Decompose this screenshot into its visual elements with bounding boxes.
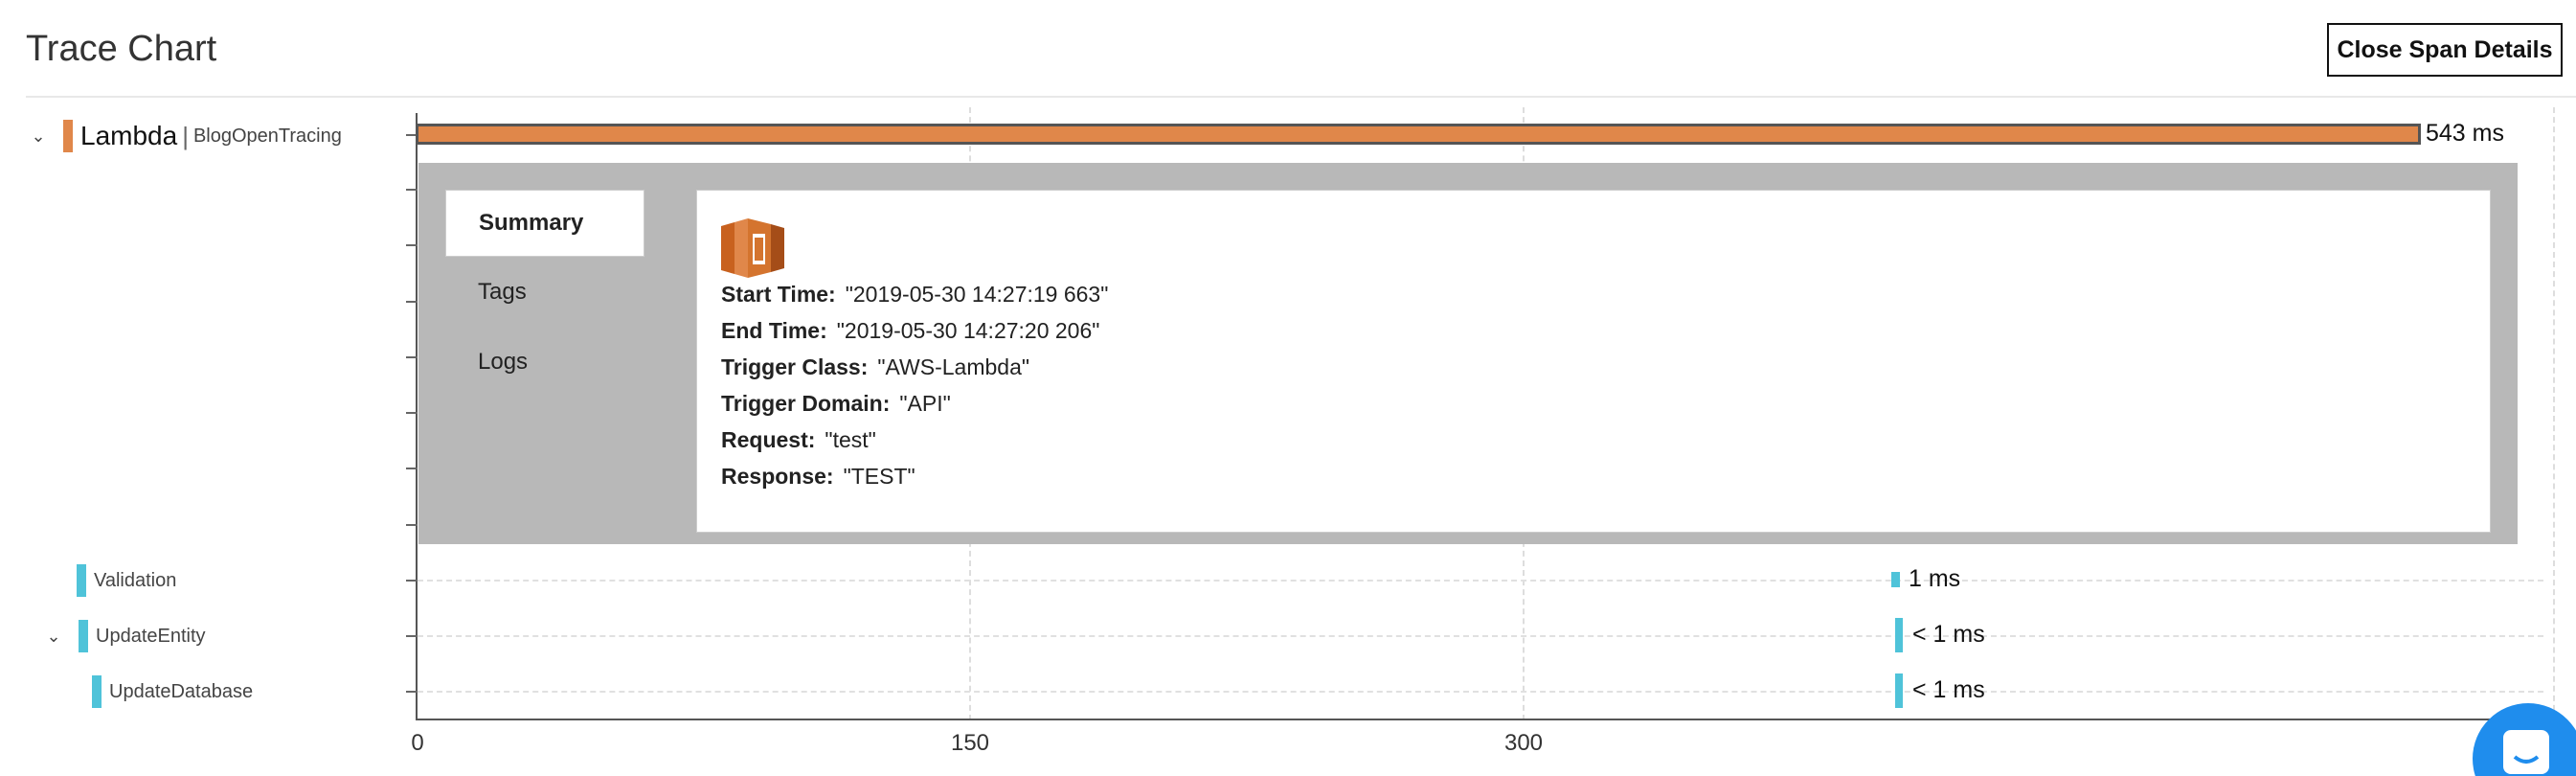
x-axis xyxy=(416,719,2553,720)
field-key: End Time: xyxy=(721,318,827,343)
y-tick xyxy=(406,134,418,136)
span-label: UpdateDatabase xyxy=(109,680,254,702)
field-trigger-domain: Trigger Domain: "API" xyxy=(721,391,951,417)
span-color-swatch xyxy=(92,675,102,708)
row-line-updateentity xyxy=(418,635,2543,637)
service-name: Lambda xyxy=(80,121,178,150)
x-tick-label: 0 xyxy=(411,730,424,756)
y-tick xyxy=(406,524,418,526)
row-line-updatedatabase xyxy=(418,691,2543,693)
operation-name: BlogOpenTracing xyxy=(192,125,342,147)
field-value: "TEST" xyxy=(843,464,915,489)
summary-card xyxy=(696,190,2491,533)
field-key: Trigger Class: xyxy=(721,354,869,379)
span-label: UpdateEntity xyxy=(96,625,206,647)
field-value: "API" xyxy=(899,391,951,416)
tree-row-validation[interactable]: Validation xyxy=(77,561,176,600)
field-key: Start Time: xyxy=(721,282,836,307)
row-line-validation xyxy=(418,580,2543,582)
field-value: "2019-05-30 14:27:19 663" xyxy=(845,282,1109,307)
y-tick xyxy=(406,691,418,693)
y-tick xyxy=(406,635,418,637)
span-duration-updatedatabase: < 1 ms xyxy=(1912,676,1985,703)
field-value: "AWS-Lambda" xyxy=(877,354,1030,379)
field-value: "2019-05-30 14:27:20 206" xyxy=(836,318,1100,343)
field-end-time: End Time: "2019-05-30 14:27:20 206" xyxy=(721,318,1099,344)
chat-icon xyxy=(2503,730,2549,774)
field-trigger-class: Trigger Class: "AWS-Lambda" xyxy=(721,354,1029,380)
chevron-down-icon[interactable]: ⌄ xyxy=(46,626,61,646)
chevron-down-icon[interactable]: ⌄ xyxy=(31,126,46,146)
page-title: Trace Chart xyxy=(26,29,217,69)
span-bar-lambda[interactable] xyxy=(416,124,2421,145)
span-duration-lambda: 543 ms xyxy=(2426,120,2504,147)
span-duration-updateentity: < 1 ms xyxy=(1912,621,1985,648)
tab-logs[interactable]: Logs xyxy=(478,349,529,375)
y-tick xyxy=(406,580,418,582)
y-tick xyxy=(406,244,418,246)
span-bar-updatedatabase[interactable] xyxy=(1895,673,1903,708)
y-tick xyxy=(406,356,418,358)
tab-summary[interactable]: Summary xyxy=(445,190,644,257)
service-color-swatch xyxy=(63,120,73,152)
aws-lambda-icon xyxy=(721,218,784,278)
field-key: Request: xyxy=(721,427,816,452)
field-request: Request: "test" xyxy=(721,427,876,453)
x-tick-label: 300 xyxy=(1503,730,1544,756)
y-tick xyxy=(406,468,418,469)
x-tick-label: 150 xyxy=(950,730,990,756)
field-response: Response: "TEST" xyxy=(721,464,915,490)
field-start-time: Start Time: "2019-05-30 14:27:19 663" xyxy=(721,282,1108,308)
tree-row-updatedatabase[interactable]: UpdateDatabase xyxy=(92,673,253,711)
span-bar-validation[interactable] xyxy=(1891,572,1900,587)
span-bar-updateentity[interactable] xyxy=(1895,618,1903,652)
close-span-details-button[interactable]: Close Span Details xyxy=(2327,23,2563,77)
gridline-end xyxy=(2553,107,2555,720)
y-axis xyxy=(416,113,418,720)
span-color-swatch xyxy=(79,620,88,652)
y-tick xyxy=(406,412,418,414)
y-tick xyxy=(406,189,418,191)
y-tick xyxy=(406,301,418,303)
tree-row-updateentity[interactable]: ⌄ UpdateEntity xyxy=(44,617,206,655)
field-key: Trigger Domain: xyxy=(721,391,891,416)
chat-launcher-button[interactable] xyxy=(2473,703,2576,776)
span-duration-validation: 1 ms xyxy=(1909,565,1961,592)
header-divider xyxy=(26,96,2576,98)
field-key: Response: xyxy=(721,464,834,489)
span-label: Validation xyxy=(94,569,177,591)
span-color-swatch xyxy=(77,564,86,597)
tab-tags[interactable]: Tags xyxy=(478,279,527,305)
tree-row-lambda[interactable]: ⌄ Lambda | BlogOpenTracing xyxy=(29,117,342,155)
field-value: "test" xyxy=(825,427,876,452)
separator: | xyxy=(182,121,189,150)
